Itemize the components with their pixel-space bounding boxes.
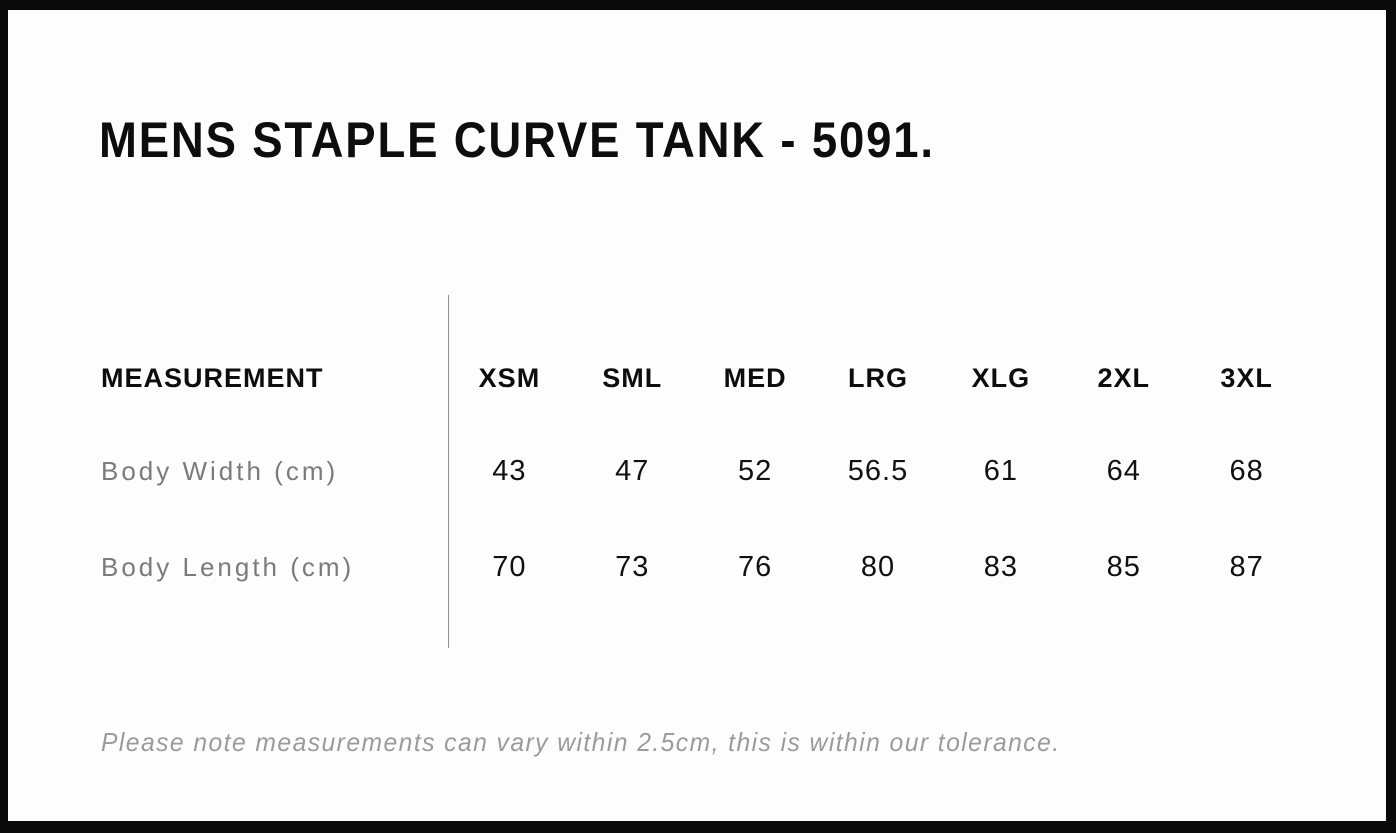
table-row-body-width: Body Width (cm) 43 47 52 56.5 61 64 68 bbox=[8, 454, 1396, 488]
size-header-cells: XSM SML MED LRG XLG 2XL 3XL bbox=[448, 361, 1308, 395]
body-width-value-2xl: 64 bbox=[1106, 454, 1141, 487]
size-column-header-2xl: 2XL bbox=[1097, 362, 1150, 393]
body-width-value-3xl: 68 bbox=[1229, 454, 1264, 487]
body-length-value-sml: 73 bbox=[615, 550, 650, 583]
size-column-header-lrg: LRG bbox=[848, 362, 908, 393]
body-length-value-xlg: 83 bbox=[983, 550, 1018, 583]
product-title: MENS STAPLE CURVE TANK - 5091. bbox=[99, 112, 935, 168]
body-length-value-2xl: 85 bbox=[1106, 550, 1141, 583]
column-divider-line bbox=[448, 295, 449, 648]
size-column-header-xlg: XLG bbox=[971, 362, 1031, 393]
body-width-value-lrg: 56.5 bbox=[847, 454, 909, 487]
body-length-value-xsm: 70 bbox=[492, 550, 527, 583]
body-width-value-xlg: 61 bbox=[983, 454, 1018, 487]
size-column-header-med: MED bbox=[723, 362, 787, 393]
size-chart-panel: MENS STAPLE CURVE TANK - 5091. MEASUREME… bbox=[8, 10, 1386, 821]
table-row-body-length: Body Length (cm) 70 73 76 80 83 85 87 bbox=[8, 550, 1396, 584]
row-label-body-length: Body Length (cm) bbox=[101, 551, 355, 582]
body-width-value-cells: 43 47 52 56.5 61 64 68 bbox=[448, 454, 1308, 488]
body-width-value-xsm: 43 bbox=[492, 454, 527, 487]
body-width-value-med: 52 bbox=[738, 454, 773, 487]
size-column-header-sml: SML bbox=[602, 362, 663, 393]
size-column-header-xsm: XSM bbox=[478, 362, 541, 393]
body-length-value-med: 76 bbox=[738, 550, 773, 583]
row-label-body-width: Body Width (cm) bbox=[101, 455, 339, 486]
body-length-value-cells: 70 73 76 80 83 85 87 bbox=[448, 550, 1308, 584]
body-length-value-lrg: 80 bbox=[860, 550, 896, 583]
size-chart-header-row: MEASUREMENT XSM SML MED LRG XLG 2XL 3XL bbox=[8, 361, 1396, 395]
body-width-value-sml: 47 bbox=[615, 454, 650, 487]
measurement-column-header: MEASUREMENT bbox=[101, 362, 324, 393]
size-column-header-3xl: 3XL bbox=[1220, 362, 1273, 393]
tolerance-note: Please note measurements can vary within… bbox=[101, 727, 1061, 757]
body-length-value-3xl: 87 bbox=[1229, 550, 1264, 583]
